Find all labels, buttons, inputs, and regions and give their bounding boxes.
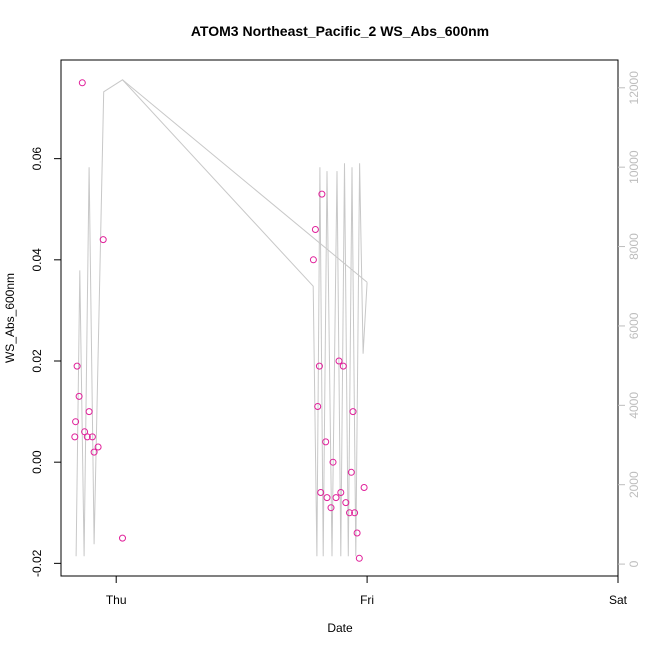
data-point — [339, 362, 347, 370]
data-point — [317, 489, 325, 496]
y-axis-left: -0.02 0.00 0.02 0.04 0.06 — [30, 147, 61, 577]
y2-tick-label-2: 4000 — [627, 392, 641, 419]
data-point — [315, 362, 323, 370]
y2-tick-label-3: 6000 — [627, 312, 641, 339]
data-point — [360, 484, 368, 491]
data-point — [318, 190, 326, 198]
y2-tick-label-0: 0 — [627, 560, 641, 567]
x-tick-label-1: Fri — [360, 593, 374, 607]
y-tick-label-4: 0.06 — [30, 147, 44, 171]
y-axis-right: 0 2000 4000 6000 8000 10000 12000 — [618, 71, 641, 567]
y-tick-label-3: 0.04 — [30, 248, 44, 272]
data-point — [342, 499, 350, 507]
x-tick-label-0: Thu — [106, 593, 127, 607]
data-point — [75, 392, 83, 400]
data-point — [314, 403, 322, 410]
data-point — [351, 509, 359, 517]
data-point — [355, 554, 363, 562]
data-point — [85, 408, 93, 416]
data-point — [73, 362, 81, 370]
data-point — [90, 448, 98, 456]
line-series-1 — [75, 79, 368, 557]
data-point — [83, 433, 91, 441]
data-point — [353, 529, 361, 537]
data-point — [329, 458, 337, 466]
data-point — [337, 489, 345, 496]
data-point — [327, 504, 335, 512]
data-point — [323, 494, 331, 502]
y2-tick-label-1: 2000 — [627, 471, 641, 498]
line-series-layer — [75, 79, 368, 557]
y2-tick-label-4: 8000 — [627, 233, 641, 260]
data-point — [78, 79, 86, 87]
y-tick-label-1: 0.00 — [30, 450, 44, 474]
data-point — [311, 226, 319, 233]
data-point — [94, 443, 102, 451]
y2-tick-label-5: 10000 — [627, 150, 641, 184]
data-point — [332, 494, 340, 502]
x-axis-label: Date — [327, 621, 353, 635]
data-point — [88, 433, 96, 441]
data-point — [346, 509, 353, 517]
data-point — [309, 256, 317, 264]
data-point — [119, 534, 126, 542]
data-point — [72, 418, 80, 426]
x-axis: Thu Fri Sat — [106, 576, 628, 607]
line-series-2 — [122, 79, 368, 283]
y2-tick-label-6: 12000 — [627, 71, 641, 105]
data-point — [71, 433, 79, 441]
chart-title: ATOM3 Northeast_Pacific_2 WS_Abs_600nm — [191, 23, 489, 39]
y-tick-label-0: -0.02 — [30, 549, 44, 577]
data-point — [322, 438, 330, 446]
y-tick-label-2: 0.02 — [30, 349, 44, 373]
data-point — [335, 357, 343, 365]
x-tick-label-2: Sat — [609, 593, 628, 607]
plot-frame — [60, 59, 619, 577]
point-series-layer — [71, 79, 368, 562]
y-axis-label: WS_Abs_600nm — [3, 273, 17, 363]
data-point — [347, 468, 355, 476]
data-point — [349, 408, 357, 416]
data-point — [99, 236, 107, 244]
